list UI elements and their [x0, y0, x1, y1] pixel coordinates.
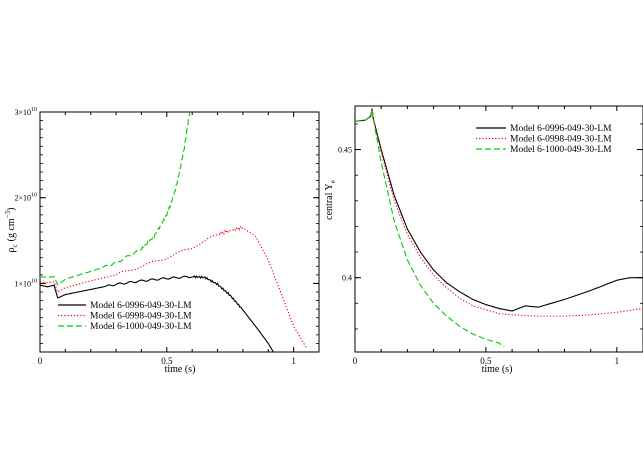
right-y-label-main: central Y: [324, 183, 335, 220]
left-series-line-1: [40, 275, 274, 352]
right-x-tick-label: 0.5: [480, 356, 492, 366]
right-x-axis-label: time (s): [482, 364, 513, 375]
right-legend-label-2: Model 6-0998-049-30-LM: [510, 135, 612, 145]
left-series-lines: [40, 112, 307, 352]
right-x-tick-label: 0: [353, 356, 358, 366]
left-y-tick-base: 2×10: [14, 194, 31, 203]
left-y-tick-base: 3×10: [14, 108, 31, 117]
left-y-label-sub: c: [11, 244, 19, 247]
right-series-line-3: [355, 108, 505, 348]
left-y-tick-exp: 10: [31, 107, 37, 113]
left-y-tick-base: 1×10: [14, 279, 31, 288]
right-x-tick-label: 1: [615, 356, 620, 366]
left-x-tick-label: 0.5: [161, 356, 173, 366]
left-y-tick-exp: 10: [31, 193, 37, 199]
left-y-label-units-close: ): [6, 208, 17, 211]
left-series-line-3: [40, 112, 191, 287]
left-x-tick-label: 1: [291, 356, 296, 366]
right-series-lines: [355, 108, 643, 348]
right-y-axis-label: central Ye: [324, 180, 337, 220]
left-x-axis-label: time (s): [165, 364, 196, 375]
right-legend-label-3: Model 6-1000-049-30-LM: [510, 145, 612, 155]
left-series-line-2: [40, 225, 307, 348]
left-y-label-units: (g cm: [6, 218, 17, 241]
left-y-label-units-sup: −3: [4, 210, 12, 218]
left-legend-label-3: Model 6-1000-049-30-LM: [90, 322, 192, 332]
left-y-axis-label: ρc (g cm−3): [4, 208, 19, 253]
left-x-tick-label: 0: [38, 356, 43, 366]
right-legend-label-1: Model 6-0996-049-30-LM: [510, 124, 612, 134]
left-y-tick-label: 2×1010: [14, 193, 37, 203]
left-legend-label-2: Model 6-0998-049-30-LM: [90, 312, 192, 322]
right-plot-frame: [354, 105, 643, 353]
right-y-tick-label: 0.45: [338, 146, 352, 155]
left-y-tick-label: 1×1010: [14, 278, 37, 288]
right-y-tick-label: 0.4: [342, 274, 352, 283]
right-y-label-sub: e: [329, 180, 337, 183]
left-legend-label-1: Model 6-0996-049-30-LM: [90, 301, 192, 311]
left-y-tick-label: 3×1010: [14, 107, 37, 117]
left-y-tick-exp: 10: [31, 278, 37, 284]
left-y-label-rho: ρ: [6, 247, 17, 252]
right-chart-panel: 0 0.5 1 0.4 0.45 time (s) central Ye Model 6…: [324, 105, 643, 375]
